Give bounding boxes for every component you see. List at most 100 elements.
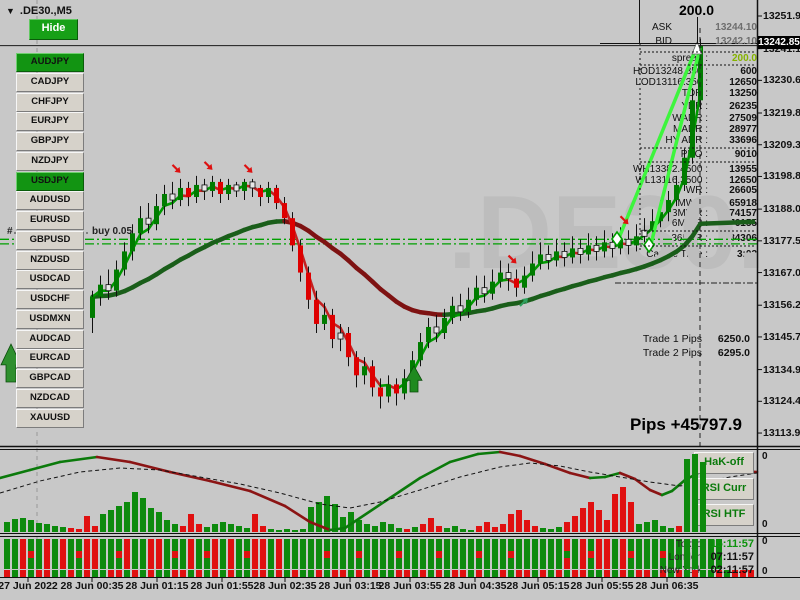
info-value: 65918 — [729, 198, 757, 209]
sidebar-item-xauusd[interactable]: XAUUSD — [16, 408, 84, 428]
info-label: Candle Time : — [646, 249, 708, 260]
order-line-label[interactable]: buy 0.05 — [92, 226, 133, 237]
sidebar-item-gbpusd[interactable]: GBPUSD — [16, 230, 84, 250]
price-tick-label: 13167.00 — [763, 266, 800, 279]
info-value: 33696 — [729, 135, 757, 146]
sidebar-item-usdmxn[interactable]: USDMXN — [16, 309, 84, 329]
trade1-pips: 6250.0 — [717, 333, 750, 345]
info-label: TDR : — [681, 88, 708, 99]
info-row-3mwr: 3MWR : 74157 — [600, 208, 757, 219]
price-tick-label: 13209.30 — [763, 138, 800, 151]
info-row-hod13248-850: HOD13248.850 : 600 — [600, 66, 757, 77]
rsi-curr-button[interactable]: RSI Curr — [694, 478, 754, 500]
info-value: 28977 — [729, 124, 757, 135]
info-row-lod13116-350: LOD13116.350 : 12650 — [600, 77, 757, 88]
sidebar-item-audusd[interactable]: AUDUSD — [16, 191, 84, 211]
sidebar-item-gbpjpy[interactable]: GBPJPY — [16, 132, 84, 151]
time-axis-label: 28 Jun 05:15 — [506, 580, 570, 592]
info-row-spread: spread : 200.0 — [600, 53, 757, 64]
info-value: 12650 — [729, 175, 757, 186]
price-tick-label: 13177.50 — [763, 234, 800, 247]
session-timer: 07:11:57 — [710, 551, 754, 563]
sidebar-item-eurjpy[interactable]: EURJPY — [16, 112, 84, 132]
info-label: WL13116.3500 : — [635, 175, 708, 186]
price-tick-label: 13219.80 — [763, 107, 800, 119]
order-line-marker: # — [7, 226, 13, 237]
time-axis-label: 28 Jun 02:35 — [253, 580, 317, 592]
hide-button[interactable]: Hide — [29, 19, 78, 40]
time-axis-label: 28 Jun 05:55 — [570, 580, 634, 592]
spread-points-big: 200.0 — [678, 2, 714, 18]
session-timer: 15:11:57 — [710, 538, 754, 550]
info-value: 200.0 — [731, 53, 757, 64]
time-axis-label: 28 Jun 00:35 — [60, 580, 124, 592]
info-label: LOD13116.350 : — [635, 77, 708, 88]
session-name-new-york: New York — [659, 565, 702, 576]
symbol-timeframe-label: .DE30.,M5 — [19, 5, 72, 17]
price-tick-label: 13134.90 — [763, 363, 800, 376]
info-label: 3MWR : — [671, 208, 708, 219]
total-pips-label: Pips +45797.9 — [629, 415, 742, 434]
sidebar-item-nzdjpy[interactable]: NZDJPY — [16, 151, 84, 171]
info-row-wr: WR : 26605 — [600, 185, 757, 196]
info-row-mwr: MWR : 65918 — [600, 198, 757, 209]
info-value: 12650 — [729, 77, 757, 88]
ask-label: ASK — [651, 22, 672, 33]
ask-value: 13244.10 — [715, 22, 757, 33]
sidebar-item-nzdcad[interactable]: NZDCAD — [16, 388, 84, 408]
info-label: spread : — [671, 53, 708, 64]
info-value: 26235 — [729, 101, 757, 112]
sidebar-item-usdchf[interactable]: USDCHF — [16, 290, 84, 309]
info-value: 3:03 — [736, 249, 757, 260]
info-value: 27509 — [729, 113, 757, 124]
panel1-scale-top: 0 — [762, 451, 768, 462]
sidebar-item-usdjpy[interactable]: USDJPY — [16, 171, 84, 191]
time-axis-label: 27 Jun 2022 — [0, 580, 58, 592]
dropdown-arrow-icon[interactable]: ▼ — [6, 6, 15, 16]
info-label: HY ADR : — [665, 135, 708, 146]
trade1-label: Trade 1 Pips — [642, 333, 702, 345]
time-axis-label: 28 Jun 03:55 — [378, 580, 442, 592]
time-axis-label: 28 Jun 01:15 — [125, 580, 189, 592]
time-axis-label: 28 Jun 01:55 — [190, 580, 254, 592]
info-value: 9010 — [734, 149, 757, 160]
time-axis-label: 28 Jun 04:35 — [443, 580, 507, 592]
info-value: 13250 — [729, 88, 757, 99]
sidebar-item-eurcad[interactable]: EURCAD — [16, 349, 84, 369]
price-tick-label: 13124.40 — [763, 395, 800, 408]
info-label: HOD13248.850 : — [632, 66, 708, 77]
price-tick-label: 13230.60 — [763, 74, 800, 87]
info-value: 600 — [740, 66, 757, 77]
trade2-label: Trade 2 Pips — [642, 347, 702, 359]
sidebar-item-chfjpy[interactable]: CHFJPY — [16, 92, 84, 112]
info-row-tdr: TDR : 13250 — [600, 88, 757, 99]
panel2-scale-top: 0 — [762, 536, 768, 547]
info-row-hy-adr: HY ADR : 33696 — [600, 135, 757, 146]
sidebar-item-audcad[interactable]: AUDCAD — [16, 329, 84, 349]
info-label: MWR : — [677, 198, 708, 209]
sidebar-item-eurusd[interactable]: EURUSD — [16, 211, 84, 230]
info-label: 6MWR : — [671, 218, 708, 229]
bid-value: 13242.10 — [715, 36, 757, 47]
price-tick-label: 13145.70 — [763, 330, 800, 343]
time-axis-label: 28 Jun 03:15 — [318, 580, 382, 592]
info-value: 74157 — [729, 208, 757, 219]
rsi-htf-button[interactable]: RSI HTF — [694, 504, 754, 526]
sidebar-item-cadjpy[interactable]: CADJPY — [16, 72, 84, 92]
foreground-bars — [684, 454, 706, 577]
time-axis-label: 28 Jun 06:35 — [635, 580, 699, 592]
price-tick-label: 13113.90 — [763, 427, 800, 440]
info-value: 13955 — [729, 164, 757, 175]
sidebar-item-gbpcad[interactable]: GBPCAD — [16, 369, 84, 388]
svg-text:.DE30.: .DE30. — [448, 175, 766, 291]
price-tick-label: 13188.00 — [763, 203, 800, 216]
sidebar-item-audjpy[interactable]: AUDJPY — [16, 53, 84, 72]
sidebar-item-nzdusd[interactable]: NZDUSD — [16, 250, 84, 270]
price-tick-label: 13156.20 — [763, 299, 800, 312]
session-timer: 02:11:57 — [710, 564, 754, 576]
panel2-scale-bottom: 0 — [762, 566, 768, 577]
sidebar-item-usdcad[interactable]: USDCAD — [16, 270, 84, 290]
price-tick-label: 13198.80 — [763, 170, 800, 183]
